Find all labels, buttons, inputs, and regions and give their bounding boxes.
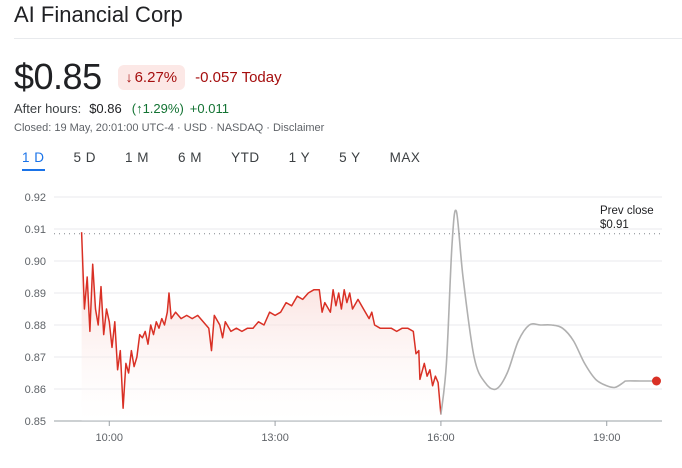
tab-ytd[interactable]: YTD xyxy=(231,150,260,165)
y-tick-label: 0.86 xyxy=(25,384,46,396)
y-tick-label: 0.85 xyxy=(25,416,46,428)
regular-session-area xyxy=(81,232,441,421)
change-percent: 6.27% xyxy=(134,68,178,86)
tab-1y[interactable]: 1 Y xyxy=(288,150,311,165)
y-tick-label: 0.88 xyxy=(25,320,46,332)
tab-max[interactable]: MAX xyxy=(389,150,421,165)
arrow-down-icon: ↓ xyxy=(125,69,133,85)
time-range-tabs: 1 D 5 D 1 M 6 M YTD 1 Y 5 Y MAX xyxy=(22,150,449,171)
y-tick-label: 0.92 xyxy=(25,192,46,204)
x-tick-label: 10:00 xyxy=(96,432,124,444)
after-hours-percent: (↑1.29%) xyxy=(131,101,184,116)
y-tick-label: 0.87 xyxy=(25,352,46,364)
current-price: $0.85 xyxy=(14,56,102,97)
price-row: $0.85 ↓ 6.27% -0.057 Today xyxy=(14,56,282,98)
change-percent-badge: ↓ 6.27% xyxy=(117,64,186,90)
regular-session-line xyxy=(80,232,442,415)
tab-1m[interactable]: 1 M xyxy=(125,150,150,165)
last-price-dot xyxy=(651,376,661,386)
x-tick-label: 19:00 xyxy=(593,432,621,444)
after-hours-price: $0.86 xyxy=(89,101,122,116)
prev-close-value: $0.91 xyxy=(600,219,629,231)
x-tick-label: 16:00 xyxy=(427,432,455,444)
after-hours-line xyxy=(440,209,657,415)
prev-close-label: Prev close xyxy=(600,205,654,217)
tab-5y[interactable]: 5 Y xyxy=(339,150,361,165)
closed-info: Closed: 19 May, 20:01:00 UTC-4 · USD · N… xyxy=(14,122,325,134)
price-chart[interactable]: 0.92 0.91 0.90 0.89 0.88 0.87 0.86 0.85 10:00 13:… xyxy=(0,180,682,468)
tab-5d[interactable]: 5 D xyxy=(73,150,97,165)
change-today: -0.057 Today xyxy=(195,68,282,86)
x-tick-label: 13:00 xyxy=(261,432,289,444)
y-tick-label: 0.91 xyxy=(25,224,46,236)
tab-1d[interactable]: 1 D xyxy=(22,150,45,171)
y-tick-label: 0.89 xyxy=(25,288,46,300)
after-hours-change: +0.011 xyxy=(189,101,229,116)
after-hours-row: After hours: $0.86 (↑1.29%) +0.011 xyxy=(14,101,229,116)
y-tick-label: 0.90 xyxy=(25,256,46,268)
after-hours-label: After hours: xyxy=(14,101,82,116)
tab-6m[interactable]: 6 M xyxy=(178,150,203,165)
header-divider xyxy=(14,38,682,39)
company-title: AI Financial Corp xyxy=(14,2,183,27)
